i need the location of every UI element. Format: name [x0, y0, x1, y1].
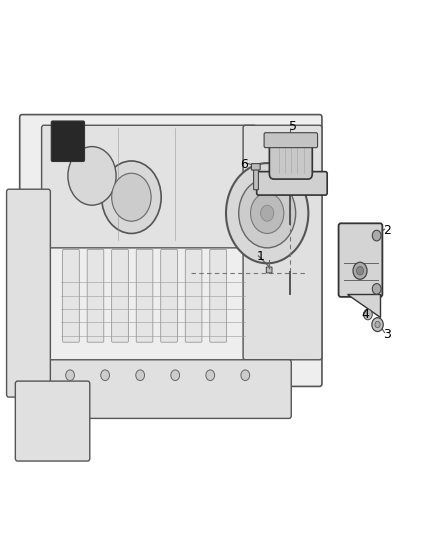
- Polygon shape: [347, 294, 380, 317]
- Text: 2: 2: [383, 224, 391, 237]
- Circle shape: [102, 161, 161, 233]
- Text: 6: 6: [240, 158, 248, 171]
- Circle shape: [261, 205, 274, 221]
- FancyBboxPatch shape: [15, 381, 90, 461]
- Circle shape: [136, 370, 145, 381]
- Circle shape: [251, 193, 284, 233]
- FancyBboxPatch shape: [51, 121, 85, 161]
- Circle shape: [364, 309, 372, 320]
- FancyBboxPatch shape: [161, 249, 177, 342]
- FancyBboxPatch shape: [112, 249, 128, 342]
- FancyBboxPatch shape: [63, 249, 79, 342]
- FancyBboxPatch shape: [251, 164, 260, 170]
- Circle shape: [239, 179, 296, 248]
- Text: 1: 1: [257, 251, 265, 263]
- Circle shape: [357, 266, 364, 275]
- Text: 3: 3: [383, 328, 391, 341]
- Circle shape: [353, 262, 367, 279]
- FancyBboxPatch shape: [266, 267, 272, 273]
- Circle shape: [68, 147, 116, 205]
- Circle shape: [372, 318, 383, 332]
- FancyBboxPatch shape: [210, 249, 226, 342]
- FancyBboxPatch shape: [20, 115, 322, 386]
- FancyBboxPatch shape: [257, 172, 327, 195]
- FancyBboxPatch shape: [42, 125, 256, 248]
- FancyBboxPatch shape: [339, 223, 382, 297]
- FancyBboxPatch shape: [269, 135, 312, 179]
- Circle shape: [171, 370, 180, 381]
- Circle shape: [226, 163, 308, 263]
- Text: 5: 5: [289, 120, 297, 133]
- Text: 4: 4: [362, 308, 370, 321]
- FancyBboxPatch shape: [87, 249, 104, 342]
- FancyBboxPatch shape: [243, 125, 322, 360]
- FancyBboxPatch shape: [37, 360, 291, 418]
- FancyBboxPatch shape: [136, 249, 153, 342]
- Circle shape: [101, 370, 110, 381]
- FancyBboxPatch shape: [254, 168, 258, 190]
- Circle shape: [66, 370, 74, 381]
- Circle shape: [206, 370, 215, 381]
- Circle shape: [241, 370, 250, 381]
- Circle shape: [372, 230, 381, 241]
- FancyBboxPatch shape: [264, 133, 318, 148]
- FancyBboxPatch shape: [185, 249, 202, 342]
- Circle shape: [375, 321, 380, 328]
- FancyBboxPatch shape: [7, 189, 50, 397]
- Circle shape: [372, 284, 381, 294]
- Circle shape: [112, 173, 151, 221]
